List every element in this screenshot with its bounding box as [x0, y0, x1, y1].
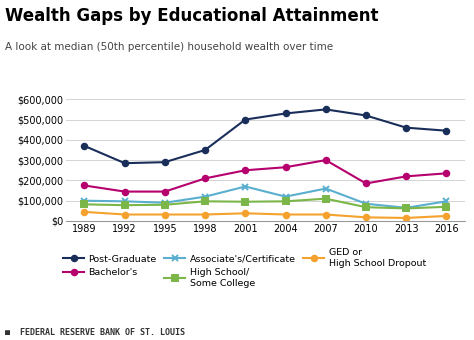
Text: ■  FEDERAL RESERVE BANK OF ST. LOUIS: ■ FEDERAL RESERVE BANK OF ST. LOUIS — [5, 328, 185, 337]
Legend: Post-Graduate, Bachelor's, Associate's/Certificate, High School/
Some College, G: Post-Graduate, Bachelor's, Associate's/C… — [63, 248, 426, 288]
Text: Wealth Gaps by Educational Attainment: Wealth Gaps by Educational Attainment — [5, 7, 378, 25]
Text: A look at median (50th percentile) household wealth over time: A look at median (50th percentile) house… — [5, 42, 333, 52]
